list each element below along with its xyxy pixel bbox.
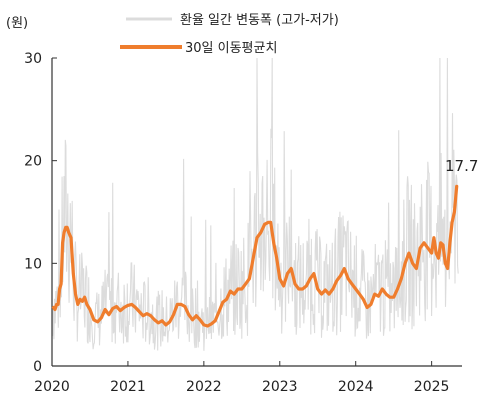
x-tick-label: 2021 (110, 379, 146, 395)
legend: 환율 일간 변동폭 (고가-저가) 30일 이동평균치 (120, 13, 339, 56)
x-tick-label: 2025 (414, 379, 450, 395)
end-value-label: 17.7 (445, 157, 478, 175)
y-tick-label: 20 (24, 154, 42, 170)
plot-area: 0 10 20 30 2020 2021 2022 2023 2024 2025 (24, 51, 462, 395)
x-tick-label: 2023 (262, 379, 298, 395)
moving-average-series (51, 184, 459, 328)
y-tick-label: 30 (24, 51, 42, 67)
legend-moving-average-label: 30일 이동평균치 (185, 41, 277, 56)
y-unit-label: (원) (6, 16, 28, 31)
daily-range-series (51, 57, 459, 351)
legend-daily-range-label: 환율 일간 변동폭 (고가-저가) (180, 13, 339, 28)
y-tick-label: 10 (24, 256, 42, 272)
x-tick-label: 2020 (34, 379, 70, 395)
x-tick-label: 2022 (186, 379, 222, 395)
x-tick-label: 2024 (338, 379, 374, 395)
y-tick-label: 0 (33, 359, 42, 375)
